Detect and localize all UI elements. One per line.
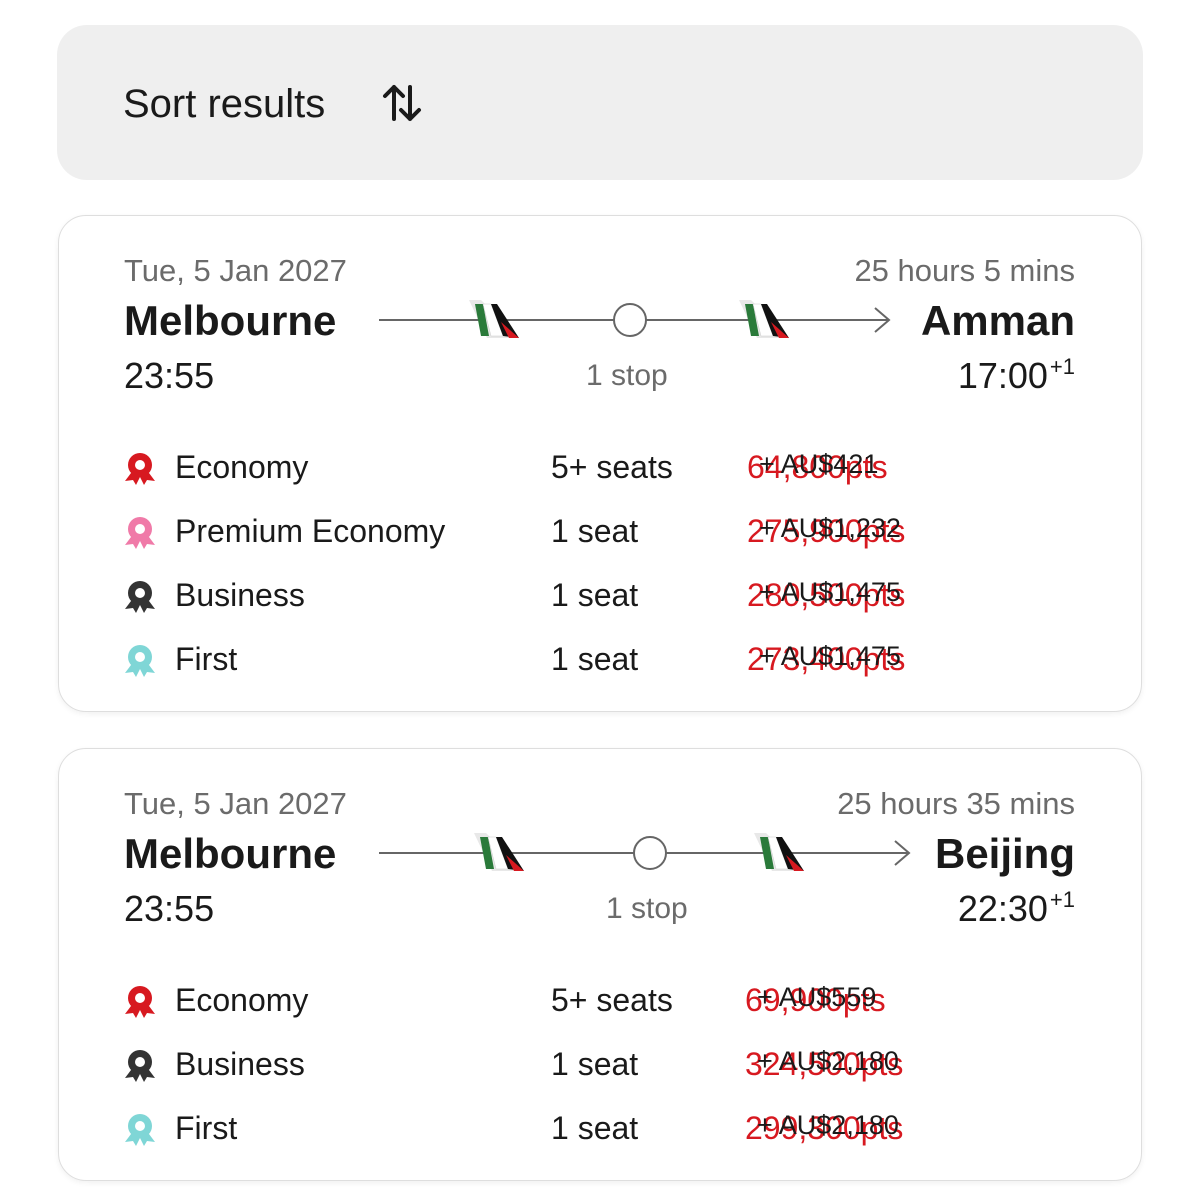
seats: 1 seat	[551, 641, 639, 677]
date: Tue, 5 Jan 2027	[124, 253, 347, 288]
cash: + AU$1,232	[759, 513, 901, 543]
points: 280,500pts	[747, 577, 906, 613]
cabin: Economy	[175, 982, 309, 1018]
seats: 1 seat	[551, 513, 639, 549]
stops: 1 stop	[606, 892, 688, 925]
route	[379, 833, 911, 871]
arrive-offset: +1	[1049, 887, 1075, 912]
cabin-icon	[125, 517, 155, 549]
date: Tue, 5 Jan 2027	[124, 786, 347, 821]
cabin: Premium Economy	[175, 513, 446, 549]
cabin-icon	[125, 1050, 155, 1082]
cabin: First	[175, 641, 238, 677]
cash: + AU$421	[759, 449, 879, 479]
sort-icon	[383, 85, 421, 121]
flight-card[interactable]: Tue, 5 Jan 2027 25 hours 5 mins Melbourne 2…	[58, 215, 1142, 712]
points: 64,800pts	[747, 449, 888, 485]
points: 324,500pts	[745, 1046, 904, 1082]
sort-label: Sort results	[123, 82, 326, 126]
arrive-time: 17:00	[957, 355, 1048, 396]
cabin: Business	[175, 577, 305, 613]
duration: 25 hours 35 mins	[837, 786, 1075, 821]
seats: 1 seat	[551, 1046, 639, 1082]
duration: 25 hours 5 mins	[854, 253, 1075, 288]
points: 273,400pts	[747, 641, 906, 677]
cabin-icon	[125, 1114, 155, 1146]
arrive: 17:00+1	[957, 355, 1075, 396]
destination: Amman	[920, 297, 1075, 344]
cash: + AU$1,475	[759, 577, 901, 607]
sort-button[interactable]: Sort results	[57, 25, 1143, 180]
depart-time: 23:55	[124, 355, 215, 396]
stops: 1 stop	[586, 359, 668, 392]
cash: + AU$2,180	[757, 1046, 899, 1076]
arrive: 22:30+1	[957, 888, 1075, 929]
route	[379, 300, 891, 338]
points: 275,900pts	[747, 513, 906, 549]
cabin-icon	[125, 581, 155, 613]
flight-card[interactable]: Tue, 5 Jan 2027 25 hours 35 mins Melbourne…	[58, 748, 1142, 1181]
arrive-offset: +1	[1049, 354, 1075, 379]
cash: + AU$559	[757, 982, 877, 1012]
cabin-icon	[125, 645, 155, 677]
seats: 1 seat	[551, 577, 639, 613]
points: 69,900pts	[745, 982, 886, 1018]
points: 299,300pts	[745, 1110, 904, 1146]
seats: 5+ seats	[551, 449, 673, 485]
cabin: Business	[175, 1046, 305, 1082]
cash: + AU$1,475	[759, 641, 901, 671]
arrive-time: 22:30	[957, 888, 1048, 929]
cash: + AU$2,180	[757, 1110, 899, 1140]
origin: Melbourne	[124, 830, 337, 877]
destination: Beijing	[934, 830, 1075, 877]
seats: 1 seat	[551, 1110, 639, 1146]
cabin-icon	[125, 986, 155, 1018]
seats: 5+ seats	[551, 982, 673, 1018]
origin: Melbourne	[124, 297, 337, 344]
depart-time: 23:55	[124, 888, 215, 929]
cabin: Economy	[175, 449, 309, 485]
cabin-icon	[125, 453, 155, 485]
cabin: First	[175, 1110, 238, 1146]
